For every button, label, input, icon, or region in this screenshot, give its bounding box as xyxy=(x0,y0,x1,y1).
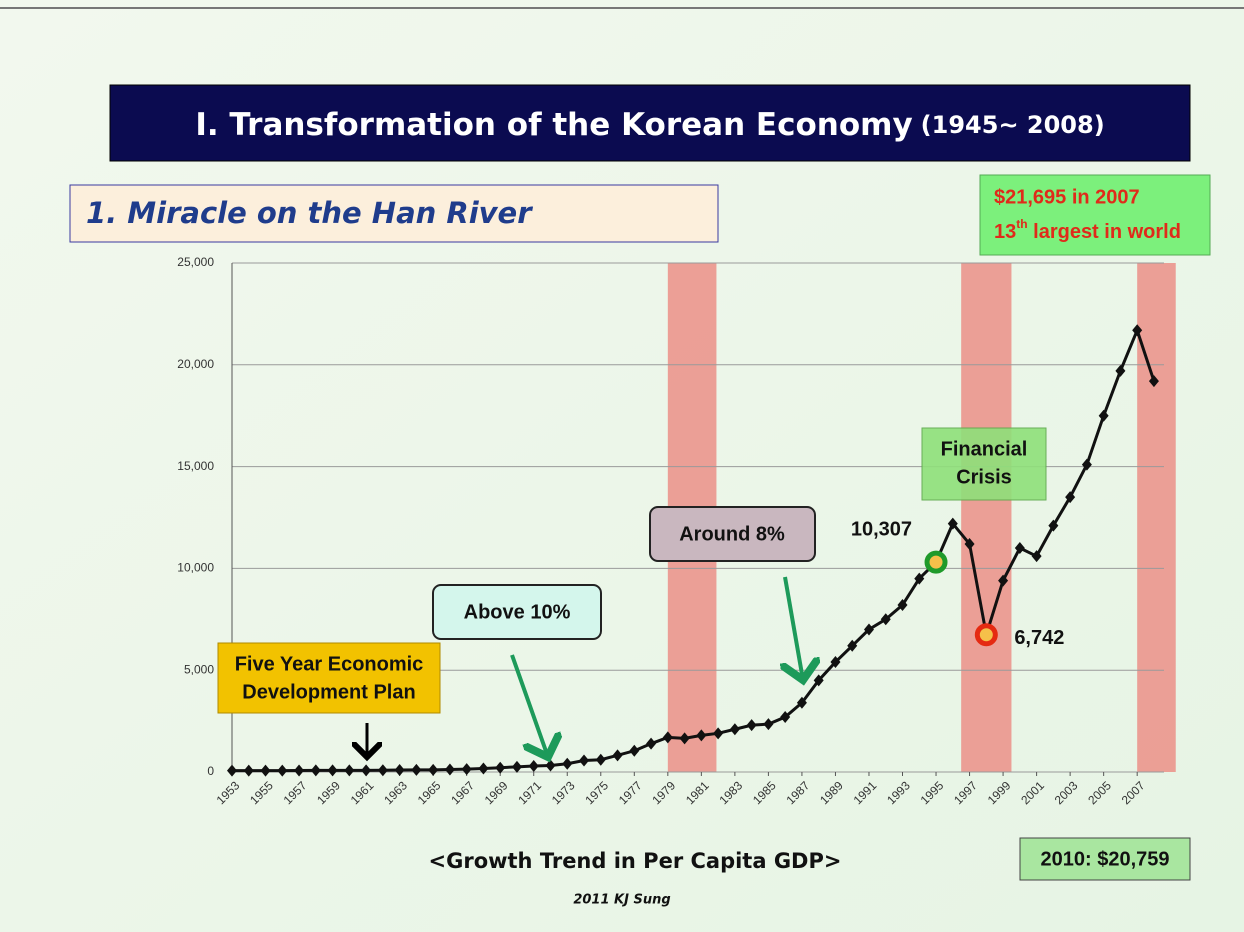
y-tick-label: 10,000 xyxy=(177,561,214,575)
y-tick-label: 0 xyxy=(207,764,214,778)
y-tick-label: 15,000 xyxy=(177,459,214,473)
header-main: I. Transformation of the Korean Economy xyxy=(195,107,912,143)
rank-text: largest in world xyxy=(1028,221,1181,243)
header-title: I. Transformation of the Korean Economy (… xyxy=(195,107,1104,143)
crisis-label: Financial xyxy=(941,438,1028,460)
subtitle: 1. Miracle on the Han River xyxy=(86,196,533,230)
x-axis-label: <Growth Trend in Per Capita GDP> xyxy=(429,849,842,873)
plan-label: Five Year Economic xyxy=(235,653,424,675)
value-label: 10,307 xyxy=(851,518,912,540)
crisis-label: Crisis xyxy=(956,466,1012,488)
above-label: Above 10% xyxy=(464,601,571,623)
highlight-marker xyxy=(977,626,995,644)
shaded-band xyxy=(1137,263,1176,772)
shaded-band xyxy=(961,263,1011,772)
header-period: (1945~ 2008) xyxy=(921,111,1105,139)
note-2010: 2010: $20,759 xyxy=(1040,848,1169,870)
y-tick-label: 20,000 xyxy=(177,357,214,371)
slide: I. Transformation of the Korean Economy (… xyxy=(0,0,1244,932)
value-label: 6,742 xyxy=(1014,627,1064,649)
plan-label: Development Plan xyxy=(242,681,415,703)
y-tick-label: 25,000 xyxy=(177,255,214,269)
highlight-line1: $21,695 in 2007 xyxy=(994,186,1140,208)
around-label: Around 8% xyxy=(679,523,785,545)
credit: 2011 KJ Sung xyxy=(573,893,670,908)
y-tick-label: 5,000 xyxy=(184,662,214,676)
highlight-marker xyxy=(927,553,945,571)
rank: 13 xyxy=(994,221,1016,243)
rank-suffix: th xyxy=(1016,217,1027,231)
